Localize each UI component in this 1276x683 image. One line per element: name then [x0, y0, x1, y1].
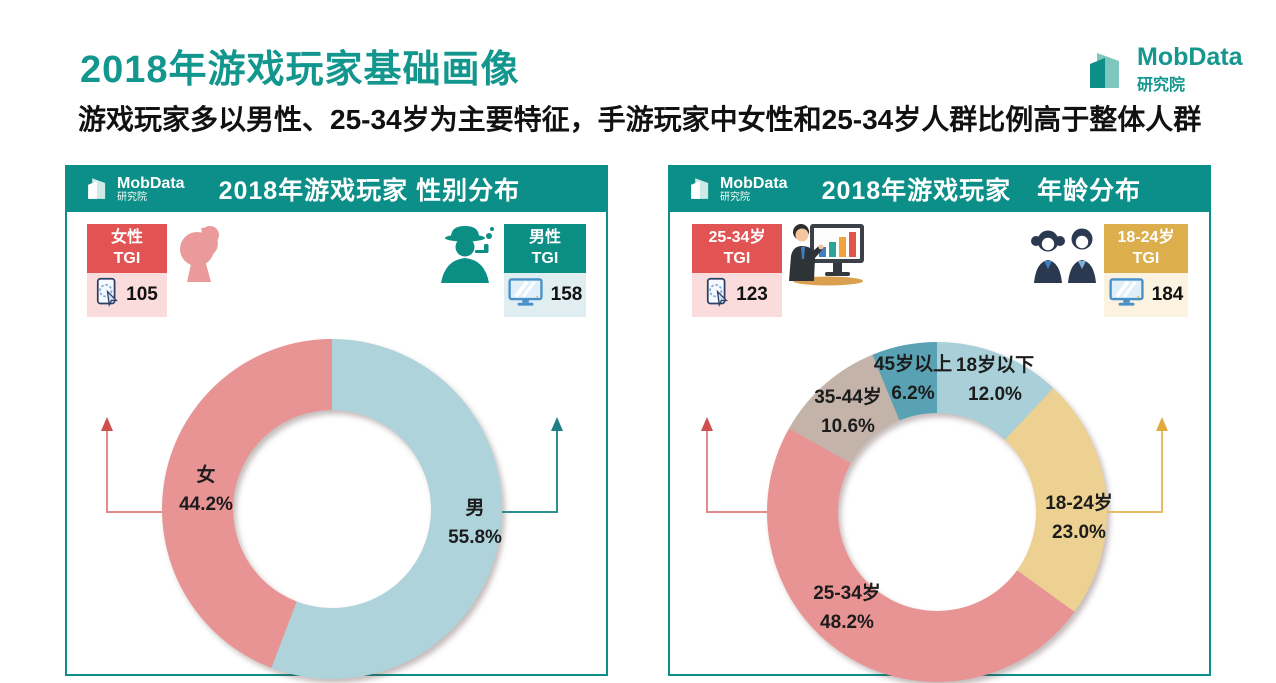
male-tgi-badge: 男性 TGI 158 — [504, 224, 586, 317]
donut-segment-45岁以上 — [872, 342, 937, 421]
gender-donut-chart — [162, 339, 503, 679]
badge-tgi-label: TGI — [1132, 250, 1160, 267]
brand-dept: 研究院 — [117, 192, 147, 204]
building-icon — [1083, 44, 1129, 95]
male-tgi-value: 158 — [550, 284, 583, 305]
male-silhouette-icon — [439, 223, 501, 288]
young-couple-icon — [1028, 227, 1102, 288]
panel-age-title: 2018年游戏玩家 年龄分布 — [821, 177, 1142, 205]
panel-gender-header: MobData 研究院 2018年游戏玩家 性别分布 — [66, 166, 607, 212]
donut-segment-25-34岁 — [767, 428, 1075, 682]
panel-age-header: MobData 研究院 2018年游戏玩家 年龄分布 — [669, 166, 1210, 212]
brand-name: MobData — [720, 174, 788, 192]
pie-label-35-44: 35-44岁 10.6% — [814, 387, 882, 437]
badge-tgi-label: TGI — [113, 250, 141, 267]
brand-dept: 研究院 — [720, 192, 750, 204]
female-silhouette-icon — [167, 222, 231, 287]
panel-age-distribution: MobData 研究院 2018年游戏玩家 年龄分布 25-34岁 TGI 12… — [668, 165, 1211, 682]
page-subtitle: 游戏玩家多以男性、25-34岁为主要特征，手游玩家中女性和25-34岁人群比例高… — [78, 104, 1202, 135]
badge-tgi-label: TGI — [531, 250, 559, 267]
brand-dept: 研究院 — [1137, 76, 1186, 94]
panel-gender-distribution: MobData 研究院 2018年游戏玩家 性别分布 女性 TGI 105 — [65, 165, 608, 679]
donut-segment-35-44岁 — [789, 354, 900, 464]
building-icon — [84, 173, 111, 205]
age-25-34-tgi-value: 123 — [736, 284, 768, 305]
panel-brand-logo: MobData 研究院 — [66, 173, 185, 205]
age-18-24-tgi-value: 184 — [1151, 284, 1184, 305]
brand-logo: MobData 研究院 — [1083, 44, 1243, 95]
brand-name: MobData — [117, 174, 185, 192]
age-donut-chart — [767, 342, 1107, 682]
building-icon — [687, 173, 714, 205]
pie-label-18-24: 18-24岁 23.0% — [1045, 493, 1113, 543]
monitor-icon — [508, 277, 544, 313]
donut-segment-男 — [271, 339, 503, 679]
monitor-icon — [1109, 277, 1145, 313]
badge-label: 男性 — [528, 229, 561, 246]
badge-tgi-label: TGI — [723, 250, 751, 267]
age-25-34-tgi-badge: 25-34岁 TGI 123 — [692, 224, 782, 317]
badge-label: 18-24岁 — [1117, 229, 1175, 246]
donut-segment-女 — [162, 339, 332, 668]
donut-segment-18-24岁 — [1004, 388, 1107, 612]
brand-name: MobData — [1137, 43, 1243, 72]
female-tgi-badge: 女性 TGI 105 — [87, 224, 167, 317]
panel-brand-logo: MobData 研究院 — [669, 173, 788, 205]
female-tgi-value: 105 — [126, 284, 158, 305]
pie-label-25-34: 25-34岁 48.2% — [813, 583, 881, 633]
phone-tap-icon — [706, 277, 729, 313]
pie-label-female: 女 44.2% — [179, 465, 233, 515]
phone-tap-icon — [96, 277, 119, 313]
presenter-chart-icon — [782, 220, 868, 291]
pie-label-45-plus: 45岁以上 6.2% — [873, 354, 953, 404]
pie-label-under-18: 18岁以下 12.0% — [955, 355, 1035, 405]
pie-label-male: 男 55.8% — [448, 498, 502, 548]
donut-segment-18岁以下 — [937, 342, 1054, 440]
badge-label: 女性 — [110, 229, 143, 246]
panel-gender-title: 2018年游戏玩家 性别分布 — [218, 177, 521, 205]
page-title: 2018年游戏玩家基础画像 — [80, 49, 520, 91]
age-18-24-tgi-badge: 18-24岁 TGI 184 — [1104, 224, 1188, 317]
badge-label: 25-34岁 — [708, 229, 766, 246]
